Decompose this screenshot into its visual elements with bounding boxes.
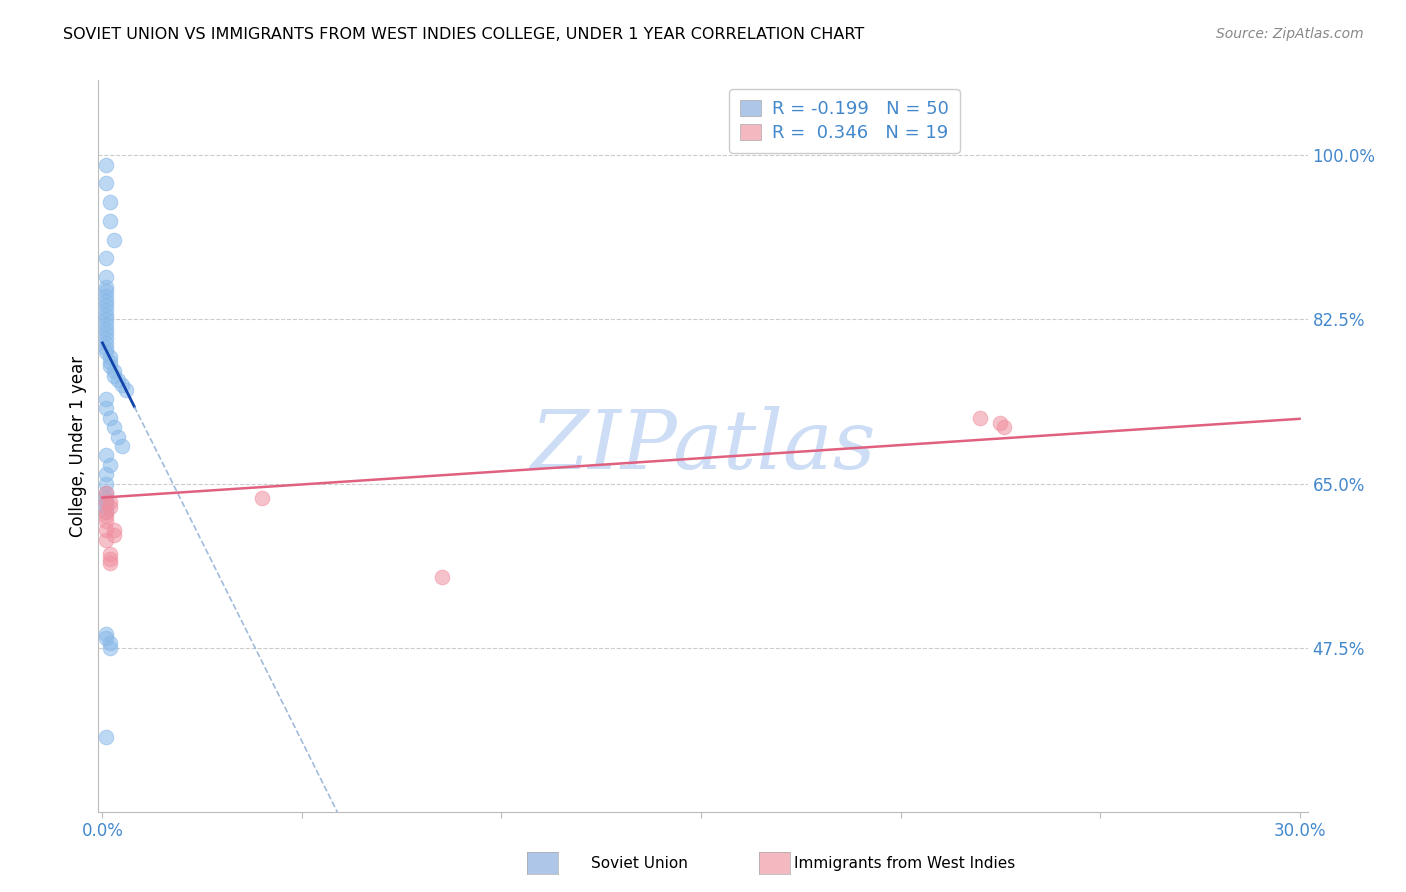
Point bbox=[103, 233, 125, 247]
Point bbox=[107, 429, 129, 443]
Point bbox=[96, 505, 118, 519]
Point bbox=[103, 368, 125, 383]
Point bbox=[100, 500, 122, 514]
Point bbox=[100, 359, 122, 374]
Point bbox=[96, 279, 118, 293]
Point bbox=[96, 335, 118, 350]
Point bbox=[96, 322, 118, 336]
Point bbox=[100, 636, 122, 650]
Point bbox=[96, 331, 118, 345]
Point bbox=[100, 458, 122, 472]
Point bbox=[96, 289, 118, 303]
Point bbox=[96, 491, 118, 505]
Point bbox=[96, 730, 118, 744]
Point bbox=[100, 410, 122, 425]
Point bbox=[100, 214, 122, 228]
Point bbox=[96, 252, 118, 266]
Text: Immigrants from West Indies: Immigrants from West Indies bbox=[794, 856, 1015, 871]
Point bbox=[96, 312, 118, 326]
Point bbox=[100, 350, 122, 364]
Text: ZIPatlas: ZIPatlas bbox=[530, 406, 876, 486]
Point bbox=[103, 524, 125, 538]
Point bbox=[96, 467, 118, 482]
Y-axis label: College, Under 1 year: College, Under 1 year bbox=[69, 355, 87, 537]
Point bbox=[96, 626, 118, 640]
Text: SOVIET UNION VS IMMIGRANTS FROM WEST INDIES COLLEGE, UNDER 1 YEAR CORRELATION CH: SOVIET UNION VS IMMIGRANTS FROM WEST IND… bbox=[63, 27, 865, 42]
Point bbox=[96, 303, 118, 318]
Point bbox=[96, 177, 118, 191]
Point bbox=[96, 345, 118, 359]
Point bbox=[96, 495, 118, 509]
Point bbox=[96, 285, 118, 299]
Point bbox=[100, 556, 122, 570]
Point bbox=[103, 364, 125, 378]
Point bbox=[96, 270, 118, 285]
Point bbox=[115, 383, 138, 397]
Point bbox=[107, 373, 129, 387]
Point bbox=[103, 420, 125, 434]
Point bbox=[111, 378, 134, 392]
Point bbox=[100, 551, 122, 566]
Point bbox=[100, 495, 122, 509]
Point bbox=[96, 401, 118, 416]
Point bbox=[96, 326, 118, 341]
Point bbox=[96, 392, 118, 406]
Point bbox=[103, 528, 125, 542]
Point bbox=[96, 533, 118, 547]
Point bbox=[96, 486, 118, 500]
Point bbox=[96, 514, 118, 528]
Point bbox=[96, 317, 118, 331]
Point bbox=[100, 640, 122, 655]
Point bbox=[430, 570, 453, 584]
Point bbox=[111, 439, 134, 453]
Point bbox=[96, 298, 118, 312]
Point bbox=[96, 524, 118, 538]
Point bbox=[100, 547, 122, 561]
Point bbox=[96, 341, 118, 355]
Point bbox=[100, 195, 122, 210]
Point bbox=[96, 476, 118, 491]
Point bbox=[993, 420, 1015, 434]
Point bbox=[96, 486, 118, 500]
Point bbox=[96, 308, 118, 322]
Point bbox=[250, 491, 273, 505]
Point bbox=[96, 632, 118, 646]
Legend: R = -0.199   N = 50, R =  0.346   N = 19: R = -0.199 N = 50, R = 0.346 N = 19 bbox=[728, 89, 960, 153]
Point bbox=[96, 500, 118, 514]
Point bbox=[969, 410, 991, 425]
Point bbox=[96, 495, 118, 509]
Text: Source: ZipAtlas.com: Source: ZipAtlas.com bbox=[1216, 27, 1364, 41]
Text: Soviet Union: Soviet Union bbox=[591, 856, 688, 871]
Point bbox=[100, 354, 122, 368]
Point bbox=[96, 449, 118, 463]
Point bbox=[96, 509, 118, 524]
Point bbox=[96, 158, 118, 172]
Point bbox=[988, 416, 1011, 430]
Point bbox=[96, 505, 118, 519]
Point bbox=[96, 293, 118, 308]
